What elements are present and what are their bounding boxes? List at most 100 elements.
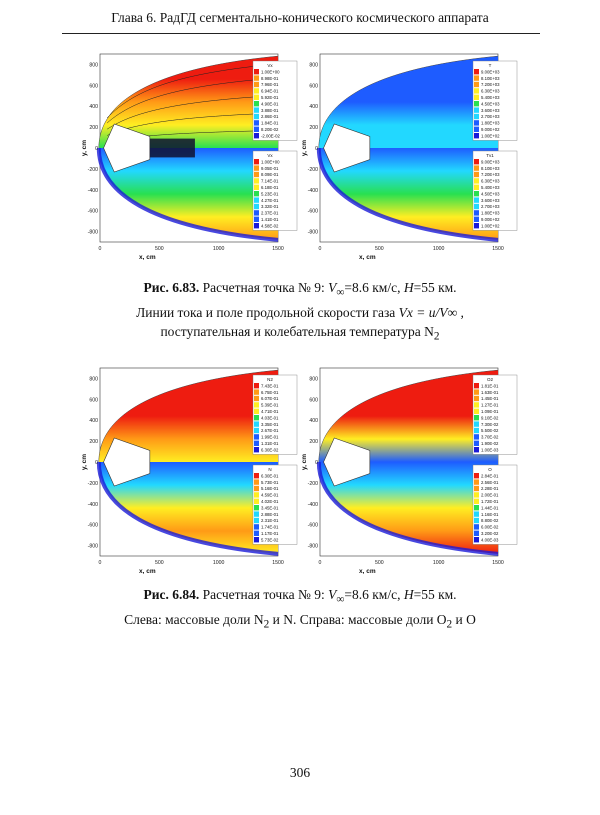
- x-tick-label: 1000: [213, 560, 225, 566]
- legend-swatch: [474, 479, 479, 485]
- legend-value: 3.20E-02: [481, 531, 499, 536]
- legend-value: 4.02E-01: [261, 499, 279, 504]
- legend-swatch: [254, 408, 259, 414]
- x-tick-label: 500: [155, 560, 164, 566]
- caption-683-line-2: Линии тока и поле продольной скорости га…: [0, 303, 600, 322]
- legend-top: T9.00E+03 8.10E+037.20E+03 6.30E+035.40E+0…: [472, 60, 518, 141]
- legend-value: 1.74E-01: [261, 525, 279, 530]
- legend-value: 1.80E+03: [481, 121, 500, 126]
- legend-bottom: Vx1.00E+00 9.05E-018.09E-01 7.14E-016.18E-…: [252, 150, 298, 231]
- caption-683-v-sub: ∞: [336, 286, 345, 299]
- x-tick-label: 500: [375, 560, 384, 566]
- legend-swatch: [474, 81, 479, 88]
- caption-684-speed: =8.6 км/с,: [344, 587, 401, 602]
- legend-swatch: [474, 165, 479, 171]
- legend-value: 2.88E-01: [261, 512, 279, 517]
- legend-value: 6.00E-02: [481, 525, 499, 530]
- upper-field: [318, 370, 498, 462]
- legend-value: 1.63E-01: [481, 390, 499, 395]
- vehicle-body: [103, 437, 151, 487]
- legend-value: 8.10E+03: [481, 166, 500, 171]
- legend-swatch: [254, 171, 259, 178]
- legend-swatch: [254, 223, 259, 229]
- legend-value: 6.75E-01: [261, 390, 279, 395]
- legend-swatch: [474, 473, 479, 479]
- legend-value: 7.96E-01: [261, 82, 279, 87]
- caption-684-v-sub: ∞: [336, 593, 345, 606]
- legend-bottom: O2.84E-01 2.56E-012.28E-01 2.00E-011.72E-0…: [472, 464, 518, 545]
- y-tick-label: 800: [89, 376, 98, 382]
- x-tick-label: 1500: [492, 560, 504, 566]
- caption-684-sub-a: 2: [263, 618, 270, 631]
- legend-swatch: [254, 395, 259, 402]
- caption-683-line2-text: Линии тока и поле продольной скорости га…: [136, 304, 396, 320]
- y-tick-label: -800: [88, 544, 98, 550]
- legend-value: 4.27E-01: [261, 198, 279, 203]
- legend-swatch: [254, 107, 259, 113]
- contour-plot: 800 600 400 200 0 -200 -400 -600 -800 0 500 1000 150…: [302, 367, 518, 575]
- legend-swatch: [474, 389, 479, 395]
- figure-683-left-panel: 800 600 400 200 0 -200 -400 -600 -800 0 500 1000 150…: [82, 46, 298, 262]
- legend-swatch: [254, 485, 259, 492]
- page-number: 306: [289, 765, 311, 780]
- legend-swatch: [254, 216, 259, 222]
- y-tick-label: 0: [95, 460, 98, 466]
- shock-rim: [316, 461, 499, 556]
- legend-swatch: [254, 389, 259, 395]
- caption-684-line-1: Рис. 6.84. Расчетная точка № 9: V∞=8.6 к…: [0, 585, 600, 610]
- legend-swatch: [254, 505, 259, 511]
- y-tick-label: 800: [309, 376, 318, 382]
- legend-value: 3.45E-01: [261, 505, 279, 510]
- legend-swatch: [474, 120, 479, 126]
- contour-plot: 800 600 400 200 0 -200 -400 -600 -800 0 500 1000 150…: [302, 53, 518, 261]
- y-tick-label: -600: [88, 209, 98, 215]
- legend-value: 1.31E-01: [261, 441, 279, 446]
- legend-value: 2.00E-01: [481, 493, 499, 498]
- legend-value: 5.92E-01: [261, 95, 279, 100]
- legend-swatch: [474, 69, 479, 75]
- x-tick-label: 1000: [213, 246, 225, 252]
- caption-683-text: Расчетная точка № 9:: [202, 280, 325, 295]
- legend-swatch: [254, 427, 259, 434]
- legend-swatch: [254, 75, 259, 81]
- header-rule: [62, 33, 540, 34]
- legend-swatch: [474, 197, 479, 203]
- y-tick-label: -400: [88, 502, 98, 508]
- legend-swatch: [474, 184, 479, 190]
- legend-swatch: [474, 492, 479, 498]
- legend-title: N: [268, 467, 271, 472]
- legend-value: 7.20E+03: [481, 82, 500, 87]
- vehicle-body: [323, 437, 371, 487]
- legend-value: 5.40E+03: [481, 95, 500, 100]
- legend-swatch: [474, 524, 479, 530]
- legend-swatch: [474, 408, 479, 414]
- figure-683-caption: Рис. 6.83. Расчетная точка № 9: V∞=8.6 к…: [0, 278, 600, 346]
- legend-title: Vx: [267, 153, 273, 158]
- caption-684-part-c: и O: [452, 611, 476, 627]
- caption-684-text: Расчетная точка № 9:: [202, 587, 325, 602]
- legend-value: 1.17E-01: [261, 531, 279, 536]
- legend-swatch: [254, 524, 259, 530]
- x-tick-label: 0: [99, 560, 102, 566]
- legend-value: 5.40E+03: [481, 185, 500, 190]
- legend-value: 9.00E+03: [481, 159, 500, 164]
- legend-title: O: [488, 467, 492, 472]
- legend-swatch: [474, 171, 479, 178]
- y-axis-label: y, cm: [82, 140, 88, 156]
- legend-swatch: [254, 88, 259, 94]
- y-tick-label: 800: [309, 62, 318, 68]
- caption-684-part-a: Слева: массовые доли N: [124, 611, 264, 627]
- legend-swatch: [474, 505, 479, 511]
- legend-swatch: [474, 511, 479, 517]
- legend-swatch: [474, 216, 479, 222]
- y-tick-label: 0: [315, 460, 318, 466]
- y-tick-label: -200: [88, 167, 98, 173]
- x-tick-label: 0: [319, 246, 322, 252]
- legend-value: 6.18E-01: [261, 185, 279, 190]
- shock-line: [318, 369, 499, 463]
- legend-swatch: [254, 120, 259, 126]
- legend-swatch: [254, 402, 259, 408]
- running-head: Глава 6. РадГД сегментально-конического …: [111, 10, 489, 25]
- legend-title: Vx: [267, 63, 273, 68]
